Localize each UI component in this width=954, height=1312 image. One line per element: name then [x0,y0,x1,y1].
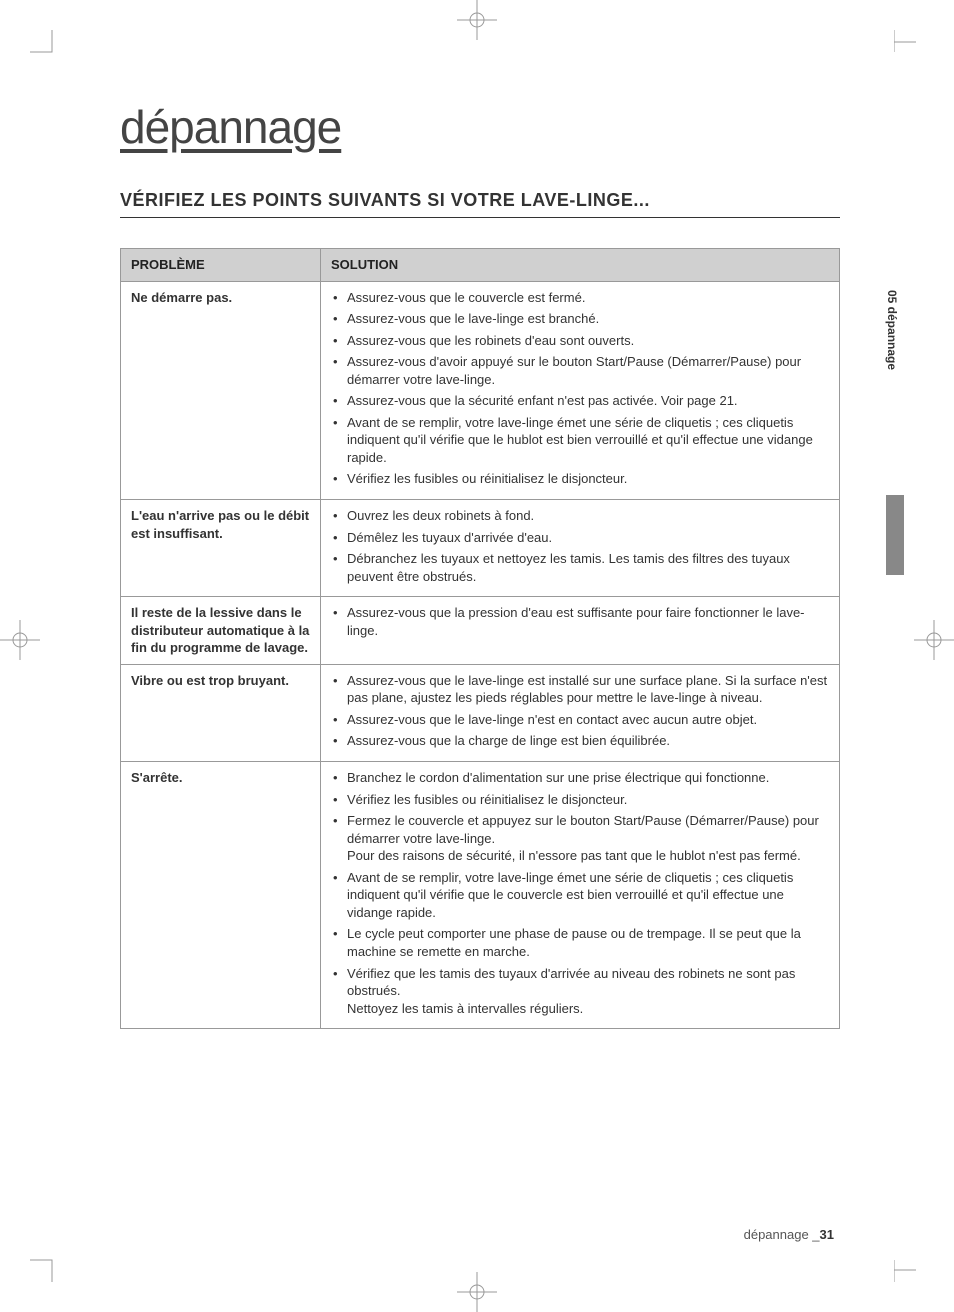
solution-item: Avant de se remplir, votre lave-linge ém… [331,869,829,922]
crop-mark-icon [894,30,924,45]
solution-item: Assurez-vous que la charge de linge est … [331,732,829,750]
troubleshooting-table: PROBLÈME SOLUTION Ne démarre pas.Assurez… [120,248,840,1029]
solution-item: Assurez-vous que les robinets d'eau sont… [331,332,829,350]
solution-item: Vérifiez les fusibles ou réinitialisez l… [331,791,829,809]
solution-item: Assurez-vous que le couvercle est fermé. [331,289,829,307]
solution-list: Branchez le cordon d'alimentation sur un… [331,769,829,1017]
solution-list: Assurez-vous que la pression d'eau est s… [331,604,829,639]
solution-list: Assurez-vous que le couvercle est fermé.… [331,289,829,488]
solution-item: Fermez le couvercle et appuyez sur le bo… [331,812,829,865]
registration-mark-icon [457,1272,497,1312]
solution-item: Assurez-vous d'avoir appuyé sur le bouto… [331,353,829,388]
page-content: dépannage VÉRIFIEZ LES POINTS SUIVANTS S… [120,100,840,1029]
footer-page-number: 31 [820,1227,834,1242]
page-footer: dépannage _31 [744,1227,834,1242]
chapter-title: dépannage [120,100,840,154]
solution-item: Le cycle peut comporter une phase de pau… [331,925,829,960]
solution-item: Démêlez les tuyaux d'arrivée d'eau. [331,529,829,547]
footer-label: dépannage _ [744,1227,820,1242]
problem-cell: S'arrête. [121,762,321,1029]
solution-item: Avant de se remplir, votre lave-linge ém… [331,414,829,467]
solution-list: Ouvrez les deux robinets à fond. Démêlez … [331,507,829,585]
crop-mark-icon [30,30,60,60]
problem-cell: Ne démarre pas. [121,281,321,499]
solution-item: Vérifiez les fusibles ou réinitialisez l… [331,470,829,488]
solution-item: Ouvrez les deux robinets à fond. [331,507,829,525]
solution-item: Assurez-vous que la sécurité enfant n'es… [331,392,829,410]
crop-mark-icon [894,1267,924,1282]
solution-item: Assurez-vous que le lave-linge n'est en … [331,711,829,729]
problem-cell: Vibre ou est trop bruyant. [121,664,321,761]
solution-cell: Branchez le cordon d'alimentation sur un… [321,762,840,1029]
solution-item: Assurez-vous que le lave-linge est insta… [331,672,829,707]
table-row: Vibre ou est trop bruyant. Assurez-vous q… [121,664,840,761]
section-tab-label: 05 dépannage [885,290,899,370]
solution-cell: Assurez-vous que le couvercle est fermé.… [321,281,840,499]
table-row: Il reste de la lessive dans le distribut… [121,597,840,665]
problem-cell: Il reste de la lessive dans le distribut… [121,597,321,665]
table-header-problem: PROBLÈME [121,249,321,282]
problem-cell: L'eau n'arrive pas ou le débit est insuf… [121,500,321,597]
solution-item: Branchez le cordon d'alimentation sur un… [331,769,829,787]
crop-mark-icon [30,1252,60,1282]
registration-mark-icon [457,0,497,40]
table-row: L'eau n'arrive pas ou le débit est insuf… [121,500,840,597]
solution-item: Vérifiez que les tamis des tuyaux d'arri… [331,965,829,1018]
registration-mark-icon [0,620,40,660]
solution-cell: Ouvrez les deux robinets à fond. Démêlez … [321,500,840,597]
solution-item: Assurez-vous que le lave-linge est branc… [331,310,829,328]
section-title: VÉRIFIEZ LES POINTS SUIVANTS SI VOTRE LA… [120,190,840,218]
solution-list: Assurez-vous que le lave-linge est insta… [331,672,829,750]
solution-item: Débranchez les tuyaux et nettoyez les ta… [331,550,829,585]
table-header-solution: SOLUTION [321,249,840,282]
solution-cell: Assurez-vous que la pression d'eau est s… [321,597,840,665]
solution-cell: Assurez-vous que le lave-linge est insta… [321,664,840,761]
section-tab-marker [886,495,904,575]
table-row: S'arrête. Branchez le cordon d'alimentati… [121,762,840,1029]
table-row: Ne démarre pas.Assurez-vous que le couve… [121,281,840,499]
solution-item: Assurez-vous que la pression d'eau est s… [331,604,829,639]
registration-mark-icon [914,620,954,660]
